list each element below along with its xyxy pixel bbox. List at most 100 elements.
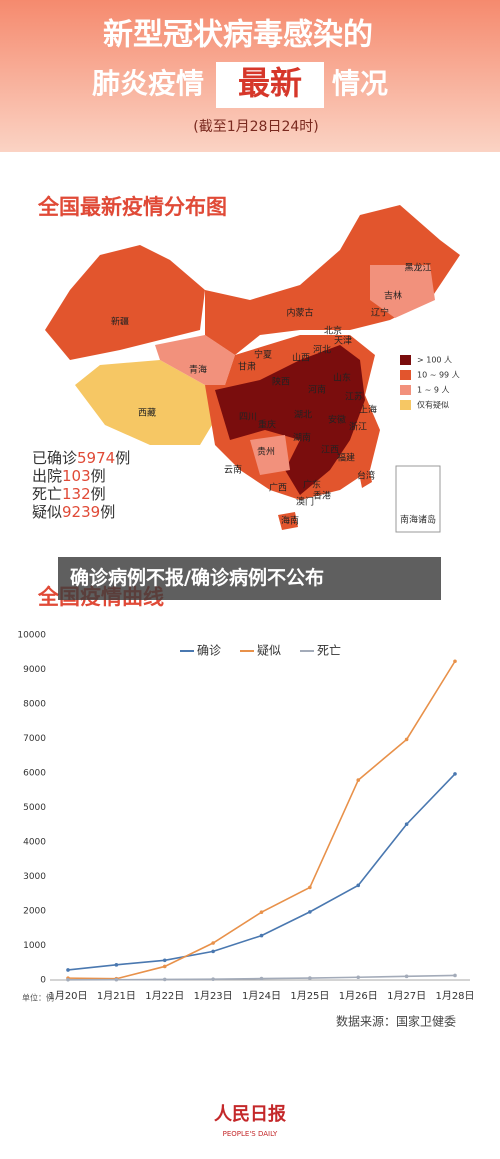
point: [211, 977, 215, 981]
region: [278, 512, 298, 530]
stat: 疑似9239例: [32, 503, 115, 521]
province-label: 澳门: [296, 496, 314, 508]
stat-prefix: 死亡: [32, 485, 62, 503]
province-label: 香港: [313, 490, 331, 502]
header-date: (截至1月28日24时): [193, 119, 318, 135]
province-label: 山东: [333, 372, 351, 384]
province-label: 河北: [313, 344, 331, 356]
province-label: 福建: [337, 452, 355, 464]
stat-suffix: 例: [115, 449, 130, 467]
province-label: 浙江: [349, 421, 367, 433]
region: [155, 335, 235, 385]
y-tick-label: 6000: [23, 769, 46, 779]
x-tick-label: 1月27日: [387, 990, 426, 1002]
province-label: 西藏: [138, 407, 156, 419]
stat-prefix: 疑似: [32, 503, 62, 521]
highlight-box: [216, 62, 324, 108]
point: [404, 822, 409, 827]
legend-swatch: [400, 370, 411, 380]
source: 数据来源：国家卫健委: [336, 1014, 456, 1029]
unit-label: 单位：例: [22, 993, 54, 1003]
stat-suffix: 例: [91, 485, 106, 503]
stat: 出院103例: [32, 467, 106, 485]
stat-prefix: 出院: [32, 467, 62, 485]
x-tick-label: 1月21日: [97, 990, 136, 1002]
point: [356, 778, 361, 782]
y-tick-label: 8000: [23, 700, 46, 710]
y-tick-label: 7000: [23, 734, 46, 744]
point: [356, 975, 361, 980]
y-tick-label: 4000: [23, 838, 46, 848]
inset-label: 南海诸岛: [400, 514, 436, 526]
province-label: 天津: [334, 336, 352, 347]
point: [404, 737, 409, 742]
inset-box: [395, 465, 441, 533]
province-label: 甘肃: [238, 361, 256, 373]
y-tick-label: 1000: [23, 941, 46, 951]
stat-prefix: 已确诊: [32, 449, 77, 467]
stat-number: 5974: [77, 449, 115, 467]
banner: 确诊病例不报/确诊病例不公布: [58, 557, 441, 600]
region: [370, 265, 435, 318]
stat: 已确诊5974例: [32, 449, 130, 467]
legend-label: 1 ~ 9 人: [417, 386, 450, 395]
province-label: 辽宁: [371, 307, 389, 319]
x-tick-label: 1月22日: [145, 990, 184, 1002]
province-label: 河南: [308, 384, 326, 396]
province-label: 山西: [292, 353, 310, 364]
stat-number: 9239: [62, 503, 100, 521]
stat-number: 103: [62, 467, 91, 485]
point: [308, 976, 312, 980]
point: [404, 974, 409, 979]
province-label: 贵州: [257, 446, 275, 458]
province-label: 黑龙江: [404, 262, 431, 274]
legend-label: 确诊: [197, 644, 221, 658]
province-label: 湖南: [293, 432, 311, 444]
legend-swatch: [400, 400, 411, 410]
province-label: 青海: [189, 364, 207, 376]
point: [162, 958, 167, 963]
x-tick-label: 1月20日: [48, 990, 87, 1002]
footer-logo: 人民日报: [214, 1103, 286, 1125]
point: [453, 659, 457, 664]
legend-label: > 100 人: [417, 356, 452, 365]
region: [215, 345, 365, 495]
province-label: 海南: [281, 515, 299, 527]
point: [211, 941, 215, 945]
point: [162, 977, 167, 982]
header-title: 肺炎疫情: [92, 67, 204, 100]
point: [162, 964, 167, 969]
region: [358, 464, 372, 488]
x-tick-label: 1月23日: [194, 990, 233, 1002]
province-label: 吉林: [384, 290, 402, 302]
y-tick-label: 10000: [17, 631, 46, 641]
province-label: 宁夏: [254, 349, 272, 361]
region: [205, 205, 460, 355]
stat-suffix: 例: [100, 503, 115, 521]
region: [250, 435, 290, 475]
header-title: 情况: [332, 67, 388, 100]
line: [67, 660, 456, 980]
header-title: 新型冠状病毒感染的: [103, 18, 373, 53]
province-label: 广东: [303, 479, 321, 491]
x-tick-label: 1月26日: [339, 990, 378, 1002]
y-tick-label: 0: [40, 976, 46, 986]
province-label: 上海: [359, 404, 377, 416]
province-label: 台湾: [357, 470, 375, 482]
x-tick-label: 1月24日: [242, 990, 281, 1002]
point: [453, 772, 457, 776]
point: [66, 968, 70, 972]
point: [356, 883, 361, 888]
legend-label: 仅有疑似: [417, 400, 449, 410]
legend-swatch: [400, 385, 411, 395]
province-label: 江苏: [345, 391, 363, 403]
point: [211, 949, 215, 954]
x-tick-label: 1月25日: [290, 990, 329, 1002]
y-tick-label: 2000: [23, 907, 46, 917]
province-label: 北京: [324, 325, 342, 337]
legend-swatch: [400, 355, 411, 365]
y-tick-label: 3000: [23, 872, 46, 882]
province-label: 四川: [239, 413, 257, 423]
stat: 死亡132例: [32, 485, 106, 503]
